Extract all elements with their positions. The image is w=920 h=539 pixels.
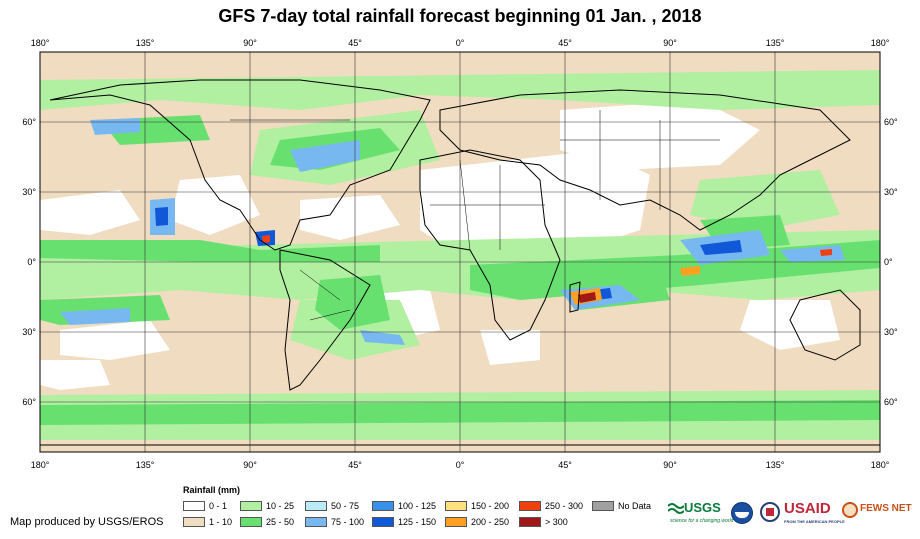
- lon-label: 45°: [348, 460, 362, 470]
- lat-label: 60°: [884, 117, 898, 127]
- legend-item: 1 - 10: [183, 516, 232, 528]
- lat-label: 0°: [27, 257, 36, 267]
- lon-label: 135°: [136, 38, 155, 48]
- lat-label: 30°: [884, 327, 898, 337]
- legend-swatch: [445, 501, 467, 511]
- lon-labels-bottom: 180° 135° 90° 45° 0° 45° 90° 135° 180°: [31, 460, 890, 470]
- lat-labels-right: 60° 30° 0° 30° 60°: [884, 117, 898, 407]
- legend-label: 10 - 25: [266, 501, 295, 511]
- legend-item: 25 - 50: [240, 516, 294, 528]
- legend-swatch: [240, 517, 262, 527]
- legend-label: 250 - 300: [545, 501, 584, 511]
- lon-label: 90°: [243, 38, 257, 48]
- rain-extreme: [262, 235, 832, 305]
- legend-item: 100 - 125: [372, 500, 436, 512]
- legend-label: 200 - 250: [471, 517, 510, 527]
- credit-text: Map produced by USGS/EROS: [10, 516, 164, 528]
- fewsnet-logo: FEWS NET: [842, 500, 914, 530]
- legend-label: 25 - 50: [266, 517, 295, 527]
- lon-labels-top: 180° 135° 90° 45° 0° 45° 90° 135° 180°: [31, 38, 890, 48]
- noaa-logo-icon: [731, 502, 753, 524]
- lat-label: 60°: [884, 397, 898, 407]
- legend-swatch: [519, 517, 541, 527]
- legend-item: > 300: [519, 516, 568, 528]
- usgs-tagline: science for a changing world: [670, 518, 734, 524]
- lat-labels-left: 60° 30° 0° 30° 60°: [22, 117, 36, 407]
- graticule: [40, 52, 880, 452]
- legend-swatch: [592, 501, 614, 511]
- legend-label: No Data: [618, 501, 652, 511]
- legend-label: 150 - 200: [471, 501, 510, 511]
- legend-label: 75 - 100: [331, 517, 365, 527]
- dhs-seal-icon: [760, 502, 780, 522]
- legend-swatch: [372, 501, 394, 511]
- legend-swatch: [305, 501, 327, 511]
- lon-label: 180°: [31, 38, 50, 48]
- legend-label: 125 - 150: [398, 517, 437, 527]
- usaid-tagline: FROM THE AMERICAN PEOPLE: [784, 519, 845, 524]
- lat-label: 0°: [884, 257, 893, 267]
- legend-title: Rainfall (mm): [183, 485, 241, 495]
- lon-label: 45°: [558, 460, 572, 470]
- legend-item: 250 - 300: [519, 500, 583, 512]
- legend-item: 75 - 100: [305, 516, 364, 528]
- lon-label: 90°: [663, 38, 677, 48]
- legend-swatch: [519, 501, 541, 511]
- legend-item: 150 - 200: [445, 500, 509, 512]
- fewsnet-globe-icon: [842, 502, 858, 518]
- legend-swatch: [183, 517, 205, 527]
- legend-item: No Data: [592, 500, 651, 512]
- usaid-logo: USAID FROM THE AMERICAN PEOPLE: [782, 500, 845, 530]
- legend-label: 1 - 10: [209, 517, 233, 527]
- legend-item: 50 - 75: [305, 500, 359, 512]
- usaid-wordmark: USAID: [784, 500, 831, 517]
- lon-label: 0°: [456, 38, 465, 48]
- lon-label: 45°: [558, 38, 572, 48]
- borders: [230, 110, 720, 321]
- lon-label: 180°: [871, 38, 890, 48]
- legend-swatch: [183, 501, 205, 511]
- legend-label: 50 - 75: [331, 501, 360, 511]
- lat-label: 60°: [22, 117, 36, 127]
- usgs-wave-icon: [668, 503, 684, 514]
- legend-swatch: [372, 517, 394, 527]
- legend-item: 0 - 1: [183, 500, 227, 512]
- fewsnet-wordmark: FEWS NET: [860, 503, 912, 514]
- legend-swatch: [240, 501, 262, 511]
- legend-swatch: [305, 517, 327, 527]
- usgs-wordmark: USGS: [684, 500, 721, 515]
- usgs-logo: USGS science for a changing world: [668, 500, 734, 530]
- map-title: GFS 7-day total rainfall forecast beginn…: [218, 6, 702, 26]
- lat-label: 30°: [22, 327, 36, 337]
- lon-label: 135°: [766, 460, 785, 470]
- lon-label: 90°: [243, 460, 257, 470]
- legend-swatch: [445, 517, 467, 527]
- lon-label: 135°: [766, 38, 785, 48]
- legend-item: 10 - 25: [240, 500, 294, 512]
- legend-label: 100 - 125: [398, 501, 437, 511]
- legend-item: 200 - 250: [445, 516, 509, 528]
- lat-label: 60°: [22, 397, 36, 407]
- lon-label: 180°: [31, 460, 50, 470]
- lon-label: 135°: [136, 460, 155, 470]
- lat-label: 30°: [884, 187, 898, 197]
- map-frame: [39, 51, 881, 453]
- legend-item: 125 - 150: [372, 516, 436, 528]
- lon-label: 45°: [348, 38, 362, 48]
- legend-label: > 300: [545, 517, 568, 527]
- legend-label: 0 - 1: [209, 501, 228, 511]
- lat-label: 30°: [22, 187, 36, 197]
- lon-label: 180°: [871, 460, 890, 470]
- lon-label: 90°: [663, 460, 677, 470]
- lon-label: 0°: [456, 460, 465, 470]
